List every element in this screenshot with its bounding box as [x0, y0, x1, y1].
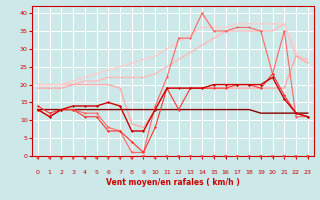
X-axis label: Vent moyen/en rafales ( km/h ): Vent moyen/en rafales ( km/h ) [106, 178, 240, 187]
